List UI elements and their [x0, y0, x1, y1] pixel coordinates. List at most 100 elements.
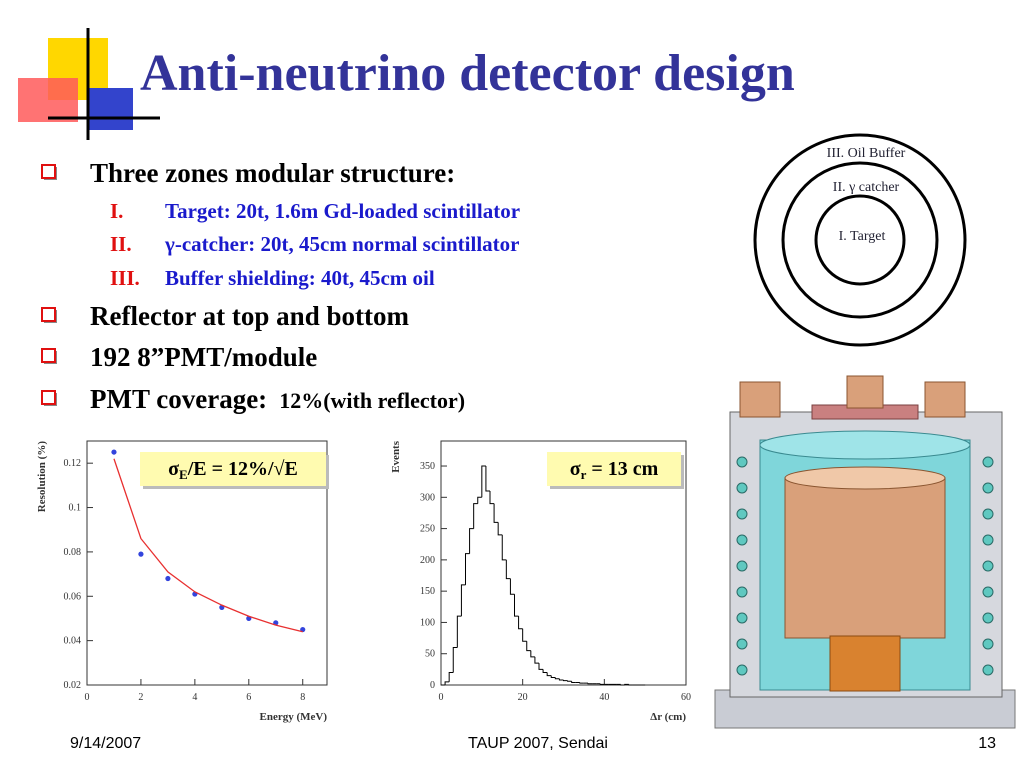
histogram-bin [465, 553, 470, 585]
pmt [736, 482, 748, 494]
pmt [736, 508, 748, 520]
bullet-text: PMT coverage: [90, 384, 267, 414]
pmt [736, 638, 748, 650]
histogram-bin [563, 679, 568, 682]
x-tick-label: 4 [192, 692, 197, 703]
data-point [165, 575, 171, 582]
zones-diagram: III. Oil Buffer II. γ catcher I. Target [753, 133, 967, 347]
histogram-bin [456, 615, 462, 648]
histogram-bin [530, 650, 535, 658]
y-tick-label: 0.1 [69, 503, 82, 514]
bullet-marker [41, 164, 56, 179]
histogram-bin [554, 677, 560, 680]
annotation-symbol: σ [570, 458, 581, 480]
calibration-port [739, 381, 781, 418]
histogram-bin [538, 663, 544, 670]
sub-numeral: III. [110, 266, 140, 290]
histogram-bin [587, 683, 593, 685]
detector-rendering [714, 375, 1016, 729]
x-tick-label: 60 [681, 692, 691, 703]
histogram-bin [444, 681, 450, 685]
pmt [736, 612, 748, 624]
sub-numeral: II. [110, 232, 132, 256]
y-tick-label: 0.04 [64, 636, 82, 647]
target-vessel [784, 477, 946, 639]
annotation: σr = 13 cm [570, 458, 659, 482]
y-tick-label: 0.02 [64, 680, 82, 691]
bullet-text: Reflector at top and bottom [90, 301, 409, 331]
histogram-bin [526, 641, 531, 652]
pmt [982, 456, 994, 468]
histogram-bin [558, 678, 564, 681]
y-tick-label: 0.06 [64, 591, 82, 602]
x-axis-label: Δr (cm) [650, 711, 686, 723]
pmt [982, 534, 994, 546]
histogram-bin [514, 594, 519, 617]
annotation-subscript: r [581, 467, 587, 482]
footer-event: TAUP 2007, Sendai [468, 735, 608, 752]
histogram-bin [542, 669, 548, 673]
pmt [982, 482, 994, 494]
bullet-marker [41, 348, 56, 363]
calibration-port [924, 381, 966, 418]
gamma-catcher-top [759, 430, 971, 460]
histogram-bin [469, 528, 474, 554]
pmt-columns [736, 456, 994, 676]
x-tick-label: 20 [518, 692, 528, 703]
y-axis-label: Resolution (%) [36, 441, 48, 513]
histogram-bin [522, 628, 527, 642]
pmt [736, 586, 748, 598]
histogram-bin [518, 616, 523, 630]
histogram-bin [509, 578, 515, 595]
annotation-subscript: E [179, 467, 188, 482]
y-tick-label: 200 [420, 555, 435, 566]
histogram-bin [628, 684, 633, 686]
sub-item-text: Buffer shielding: 40t, 45cm oil [165, 266, 435, 290]
sub-numeral: I. [110, 199, 123, 223]
histogram-bin [477, 496, 482, 504]
footer-date: 9/14/2007 [70, 735, 141, 752]
histogram-bin [489, 491, 495, 505]
y-tick-label: 0.12 [64, 458, 82, 469]
histogram-bin [448, 671, 454, 682]
y-tick-label: 50 [425, 649, 435, 660]
data-point [111, 449, 117, 455]
annotation-text: /E = 12%/√E [187, 458, 298, 480]
bullet-marker [41, 390, 56, 405]
bottom-tube [829, 635, 901, 692]
pmt [982, 664, 994, 676]
zone-circle [814, 194, 906, 286]
bullet-text: 192 8”PMT/module [90, 342, 317, 372]
pmt [982, 612, 994, 624]
histogram-bin [452, 646, 458, 673]
fit-line [113, 458, 303, 633]
histogram-bin [567, 680, 572, 682]
histogram-bin [571, 681, 576, 683]
pmt [736, 560, 748, 572]
bullet-list: Three zones modular structure: I. Target: … [41, 158, 520, 414]
x-tick-label: 6 [246, 692, 251, 703]
annotation-box [140, 452, 326, 486]
pmt [982, 638, 994, 650]
histogram-bin [505, 559, 511, 580]
x-axis-label: Energy (MeV) [259, 711, 327, 723]
x-tick-label: 40 [599, 692, 609, 703]
histogram-bin [599, 683, 605, 685]
y-tick-label: 0 [430, 680, 435, 691]
zone-circle [753, 133, 967, 347]
bullet-marker [41, 307, 56, 322]
y-tick-label: 250 [420, 524, 435, 535]
x-tick-label: 2 [138, 692, 143, 703]
histogram-bin [624, 683, 629, 685]
histogram-bin [546, 672, 552, 677]
histogram-bin [579, 682, 584, 684]
y-tick-label: 150 [420, 586, 435, 597]
pmt [982, 508, 994, 520]
annotation-symbol: σ [168, 458, 179, 480]
histogram-bin [534, 656, 539, 664]
zone-circle [781, 161, 939, 319]
logo [18, 28, 160, 140]
y-axis-label: Events [390, 440, 402, 473]
pmt [736, 664, 748, 676]
